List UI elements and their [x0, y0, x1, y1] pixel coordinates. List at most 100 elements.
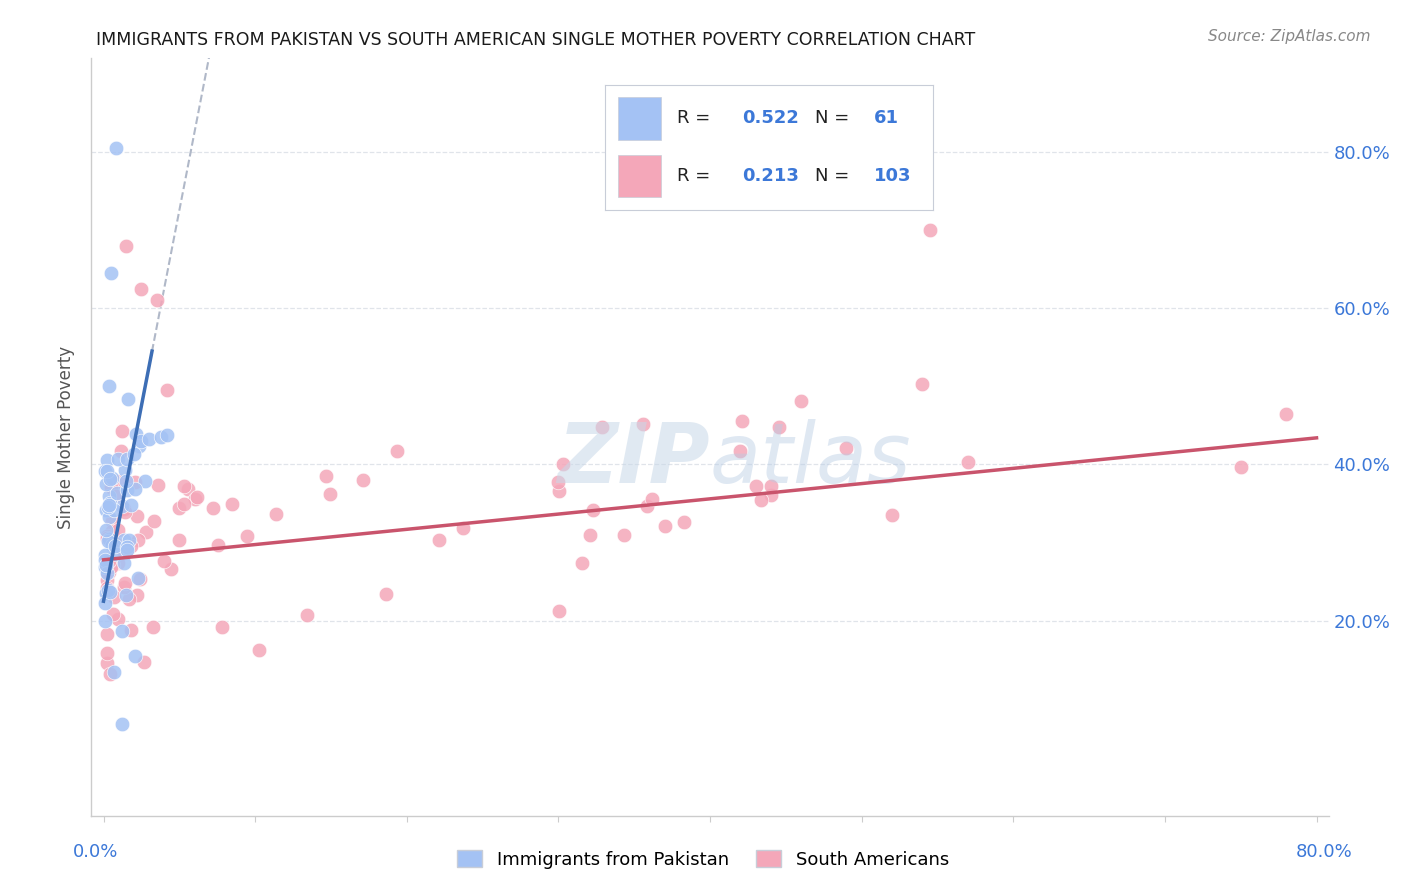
Point — [125, 426, 148, 441]
Point — [547, 475, 569, 489]
Point — [548, 604, 571, 618]
Point — [142, 620, 165, 634]
Point — [118, 592, 141, 607]
Point — [96, 464, 118, 478]
Point — [94, 614, 117, 628]
Point — [112, 533, 135, 547]
Point — [94, 503, 117, 517]
Point — [101, 558, 124, 572]
Point — [97, 500, 120, 514]
Point — [631, 417, 654, 431]
Point — [835, 442, 858, 456]
Point — [352, 473, 374, 487]
Point — [105, 537, 128, 551]
Point — [207, 539, 229, 553]
Point — [319, 487, 342, 501]
Point — [112, 502, 135, 516]
Point — [134, 474, 156, 488]
Point — [114, 505, 136, 519]
Point — [159, 561, 181, 575]
Point — [103, 607, 125, 622]
Text: IMMIGRANTS FROM PAKISTAN VS SOUTH AMERICAN SINGLE MOTHER POVERTY CORRELATION CHA: IMMIGRANTS FROM PAKISTAN VS SOUTH AMERIC… — [96, 31, 974, 49]
Point — [156, 383, 179, 397]
Point — [94, 553, 117, 567]
Point — [131, 282, 153, 296]
Point — [673, 515, 696, 529]
Point — [97, 583, 120, 598]
Point — [105, 141, 128, 155]
Point — [167, 533, 190, 547]
Point — [641, 491, 664, 506]
Point — [636, 499, 658, 513]
Point — [150, 430, 173, 444]
Point — [1229, 460, 1251, 475]
Point — [96, 566, 118, 581]
Point — [111, 717, 134, 731]
Point — [114, 556, 136, 570]
Point — [315, 469, 337, 483]
Point — [127, 571, 149, 585]
Point — [122, 447, 145, 461]
Point — [111, 624, 134, 638]
Point — [94, 548, 117, 562]
Point — [387, 444, 409, 458]
Point — [173, 497, 195, 511]
Point — [128, 439, 150, 453]
Point — [127, 588, 149, 602]
Point — [114, 463, 136, 477]
Point — [124, 483, 146, 497]
Point — [96, 452, 118, 467]
Point — [98, 667, 121, 681]
Point — [96, 524, 118, 538]
Point — [880, 508, 903, 523]
Point — [112, 580, 135, 594]
Point — [94, 560, 117, 574]
Point — [202, 501, 225, 516]
Point — [186, 490, 208, 504]
Point — [1275, 407, 1298, 421]
Point — [744, 479, 766, 493]
Point — [94, 586, 117, 600]
Point — [115, 589, 138, 603]
Point — [103, 590, 125, 604]
Point — [97, 532, 120, 546]
Point — [117, 533, 139, 548]
Point — [956, 454, 979, 468]
Point — [103, 503, 125, 517]
Point — [173, 479, 195, 493]
Point — [107, 556, 129, 570]
Point — [100, 266, 122, 280]
Point — [124, 475, 146, 490]
Point — [96, 562, 118, 576]
Point — [101, 471, 124, 485]
Point — [127, 533, 149, 548]
Point — [591, 420, 613, 434]
Point — [97, 554, 120, 568]
Point — [731, 414, 754, 428]
Point — [124, 648, 146, 663]
Point — [101, 514, 124, 528]
Point — [115, 483, 138, 497]
Point — [918, 223, 941, 237]
Point — [120, 539, 142, 553]
Point — [613, 528, 636, 542]
Point — [96, 581, 118, 595]
Point — [131, 434, 153, 448]
Point — [249, 642, 271, 657]
Point — [98, 509, 121, 524]
Point — [117, 542, 139, 557]
Point — [111, 500, 134, 514]
Point — [107, 523, 129, 537]
Text: Source: ZipAtlas.com: Source: ZipAtlas.com — [1208, 29, 1371, 44]
Point — [94, 476, 117, 491]
Point — [115, 474, 138, 488]
Point — [110, 443, 132, 458]
Point — [571, 557, 593, 571]
Point — [107, 475, 129, 489]
Point — [96, 627, 118, 641]
Point — [134, 655, 156, 669]
Point — [184, 491, 207, 506]
Point — [117, 392, 139, 407]
Point — [146, 478, 169, 492]
Point — [128, 572, 150, 586]
